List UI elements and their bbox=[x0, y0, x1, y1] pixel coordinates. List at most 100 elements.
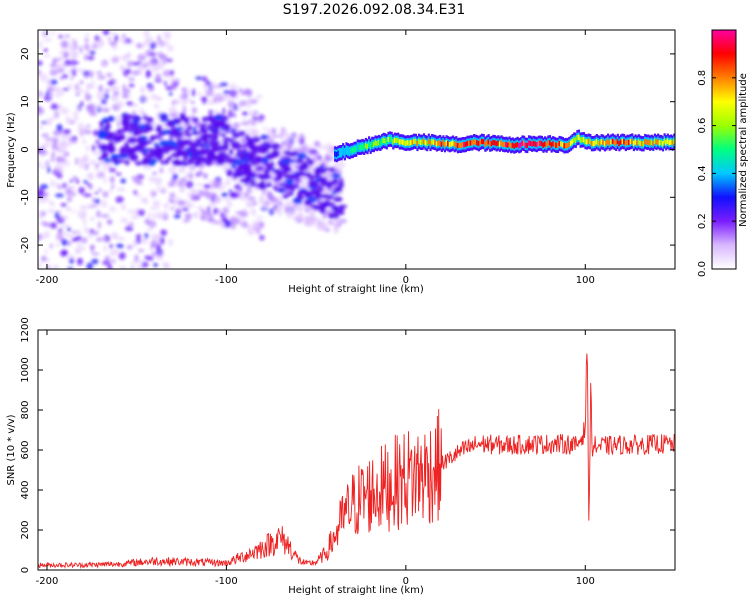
spectrogram-cell bbox=[78, 187, 85, 194]
ridge-cell bbox=[558, 140, 561, 147]
ridge-cell bbox=[611, 138, 614, 144]
spectrogram-cell bbox=[172, 78, 179, 83]
ridge-cell bbox=[624, 140, 627, 147]
spectrogram-cell bbox=[309, 189, 320, 194]
spectrogram-cell bbox=[246, 202, 253, 207]
spectrogram-cell bbox=[120, 35, 124, 44]
spectrogram-cell bbox=[337, 181, 345, 188]
spectrogram-cell bbox=[83, 226, 89, 232]
spectrogram-cell bbox=[274, 188, 284, 191]
spectrogram-cell bbox=[53, 109, 60, 117]
ridge-cell bbox=[594, 140, 597, 146]
spectrogram-cell bbox=[172, 173, 179, 180]
spectrogram-cell bbox=[98, 188, 102, 193]
spectrogram-cell bbox=[46, 160, 50, 167]
spectrogram-cell bbox=[70, 38, 77, 43]
spectrogram-cell bbox=[110, 32, 116, 36]
spectrogram-cell bbox=[111, 55, 120, 63]
ridge-cell bbox=[521, 140, 524, 146]
spectrogram-cell bbox=[80, 209, 87, 217]
ridge-cell bbox=[471, 140, 474, 146]
spectrogram-cell bbox=[87, 55, 95, 61]
ridge-cell bbox=[347, 148, 350, 154]
ridge-cell bbox=[561, 142, 564, 148]
spectrogram-cell bbox=[255, 166, 264, 171]
ridge-cell bbox=[442, 140, 445, 146]
ridge-cell bbox=[597, 140, 600, 146]
spectrogram-cell bbox=[130, 146, 139, 152]
spectrogram-cell bbox=[211, 110, 221, 114]
spectrogram-cell bbox=[94, 191, 99, 195]
spectrogram-cell bbox=[49, 243, 53, 249]
ridge-cell bbox=[534, 141, 537, 147]
spectrogram-cell bbox=[84, 38, 89, 42]
spectrogram-cell bbox=[253, 110, 259, 116]
spectrogram-cell bbox=[307, 180, 315, 185]
spectrogram-cell bbox=[63, 151, 70, 157]
spectrogram-cell bbox=[151, 66, 159, 73]
spectrogram-cell bbox=[258, 197, 263, 204]
spectrogram-cell bbox=[138, 108, 145, 115]
spectrogram-cell bbox=[181, 207, 189, 212]
spectrogram-cell bbox=[66, 227, 71, 232]
spectrogram-cell bbox=[169, 112, 178, 118]
spectrogram-cell bbox=[256, 94, 263, 99]
ridge-cell bbox=[455, 141, 458, 147]
spectrogram-cell bbox=[159, 54, 168, 61]
spectrogram-cell bbox=[335, 188, 340, 192]
spectrogram-cell bbox=[51, 140, 58, 149]
spectrogram-cell bbox=[184, 133, 193, 137]
spectrogram-cell bbox=[170, 82, 178, 91]
spectrogram-cell bbox=[99, 161, 104, 165]
ridge-cell bbox=[493, 140, 497, 146]
ridge-cell bbox=[589, 139, 592, 145]
ridge-cell bbox=[542, 142, 545, 148]
ridge-cell bbox=[616, 138, 619, 145]
spectrogram-cell bbox=[126, 209, 136, 214]
spectrogram-cell bbox=[59, 231, 67, 236]
spectrogram-cell bbox=[75, 157, 79, 166]
spectrogram-cell bbox=[153, 103, 160, 110]
spectrogram-cell bbox=[182, 155, 188, 162]
spectrogram-cell bbox=[39, 73, 48, 82]
ridge-cell bbox=[560, 141, 563, 147]
ridge-cell bbox=[400, 139, 403, 145]
spectrogram-cell bbox=[44, 118, 53, 126]
spectrogram-cell bbox=[133, 126, 138, 134]
ridge-cell bbox=[524, 142, 527, 148]
spectrogram-cell bbox=[75, 92, 81, 97]
spectrogram-cell bbox=[97, 72, 104, 77]
spectrogram-y-tick-label: 20 bbox=[20, 48, 31, 61]
spectrogram-cell bbox=[295, 157, 304, 164]
spectrogram-cell bbox=[55, 234, 59, 241]
spectrogram-y-tick-label: 10 bbox=[20, 95, 31, 108]
spectrogram-cell bbox=[335, 211, 345, 216]
spectrogram-y-tick-label: -10 bbox=[20, 189, 31, 205]
spectrogram-cell bbox=[38, 41, 43, 49]
spectrogram-cell bbox=[195, 156, 206, 160]
spectrogram-cell bbox=[59, 49, 66, 56]
spectrogram-cell bbox=[266, 182, 272, 188]
spectrogram-cell bbox=[219, 82, 229, 87]
spectrogram-cell bbox=[39, 213, 44, 217]
spectrogram-cell bbox=[47, 208, 56, 214]
spectrogram-cell bbox=[307, 184, 313, 188]
spectrogram-cell bbox=[72, 110, 79, 118]
ridge-cell bbox=[445, 140, 448, 146]
spectrogram-cell bbox=[220, 212, 225, 217]
spectrogram-cell bbox=[287, 208, 294, 214]
spectrogram-cell bbox=[76, 257, 83, 266]
spectrogram-cell bbox=[43, 48, 48, 53]
ridge-cell bbox=[363, 144, 366, 151]
spectrogram-cell bbox=[164, 261, 169, 268]
spectrogram-cell bbox=[89, 184, 94, 189]
ridge-cell bbox=[636, 140, 639, 146]
spectrogram-cell bbox=[247, 196, 256, 201]
spectrogram-cell bbox=[115, 248, 120, 255]
ridge-cell bbox=[623, 139, 626, 145]
spectrogram-cell bbox=[161, 41, 170, 47]
ridge-cell bbox=[592, 141, 595, 147]
spectrogram-cell bbox=[60, 107, 70, 115]
spectrogram-cell bbox=[214, 196, 223, 204]
spectrogram-cell bbox=[121, 113, 127, 120]
